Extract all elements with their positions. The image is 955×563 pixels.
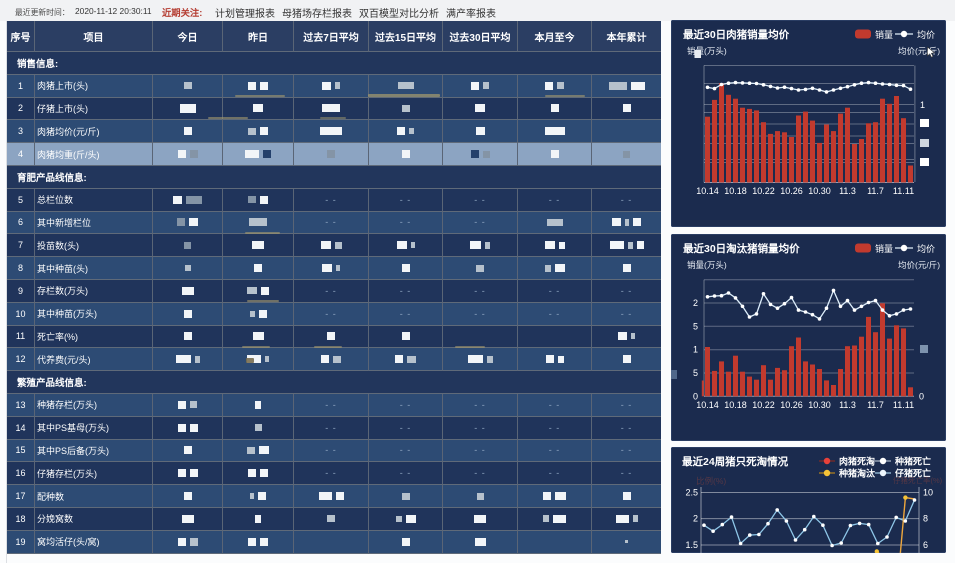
svg-text:10.18: 10.18 <box>724 400 747 410</box>
svg-text:2.5: 2.5 <box>685 488 698 498</box>
svg-text:1: 1 <box>920 100 925 110</box>
svg-text:6: 6 <box>923 540 928 550</box>
svg-text:仔猪死亡: 仔猪死亡 <box>895 468 931 479</box>
svg-text:0: 0 <box>693 391 698 401</box>
svg-text:10.26: 10.26 <box>780 186 803 196</box>
svg-text:5: 5 <box>693 321 698 331</box>
svg-text:10.14: 10.14 <box>696 400 719 410</box>
svg-text:11.11: 11.11 <box>893 186 914 196</box>
svg-text:种猪淘汰: 种猪淘汰 <box>838 468 876 479</box>
svg-text:仔猪死亡率(%): 仔猪死亡率(%) <box>893 475 943 485</box>
svg-text:种猪死亡: 种猪死亡 <box>894 456 931 467</box>
svg-text:10.26: 10.26 <box>780 400 803 410</box>
svg-text:5: 5 <box>693 368 698 378</box>
svg-text:11.3: 11.3 <box>839 186 856 196</box>
svg-text:10.22: 10.22 <box>752 186 775 196</box>
svg-text:均价(元/斤): 均价(元/斤) <box>898 46 940 56</box>
svg-text:10.30: 10.30 <box>808 400 831 410</box>
svg-text:肉猪死淘: 肉猪死淘 <box>839 456 875 467</box>
svg-text:11.3: 11.3 <box>839 400 856 410</box>
svg-text:销量(万头): 销量(万头) <box>687 260 727 270</box>
svg-text:2: 2 <box>693 514 698 524</box>
svg-text:最近24周猪只死淘情况: 最近24周猪只死淘情况 <box>682 455 789 468</box>
svg-text:10.18: 10.18 <box>724 186 747 196</box>
svg-text:1: 1 <box>693 345 698 355</box>
svg-text:11.7: 11.7 <box>867 400 884 410</box>
svg-text:比例(%): 比例(%) <box>696 476 726 486</box>
svg-text:10: 10 <box>923 488 933 498</box>
svg-text:销量(万头): 销量(万头) <box>687 46 727 56</box>
svg-text:10.30: 10.30 <box>808 186 831 196</box>
svg-text:11.11: 11.11 <box>893 400 914 410</box>
svg-text:1.5: 1.5 <box>685 540 698 550</box>
svg-text:2: 2 <box>693 298 698 308</box>
svg-text:最近30日肉猪销量均价: 最近30日肉猪销量均价 <box>683 28 790 41</box>
svg-text:10.14: 10.14 <box>696 186 719 196</box>
svg-text:最近30日淘汰猪销量均价: 最近30日淘汰猪销量均价 <box>683 242 800 255</box>
svg-text:0: 0 <box>919 391 924 401</box>
svg-text:销量: 销量 <box>875 29 893 40</box>
svg-text:均价: 均价 <box>917 29 935 40</box>
svg-text:10.22: 10.22 <box>752 400 775 410</box>
svg-text:均价: 均价 <box>917 243 935 254</box>
svg-text:均价(元/斤): 均价(元/斤) <box>898 260 940 270</box>
svg-text:销量: 销量 <box>875 243 893 254</box>
svg-text:8: 8 <box>923 514 928 524</box>
svg-text:11.7: 11.7 <box>867 186 884 196</box>
